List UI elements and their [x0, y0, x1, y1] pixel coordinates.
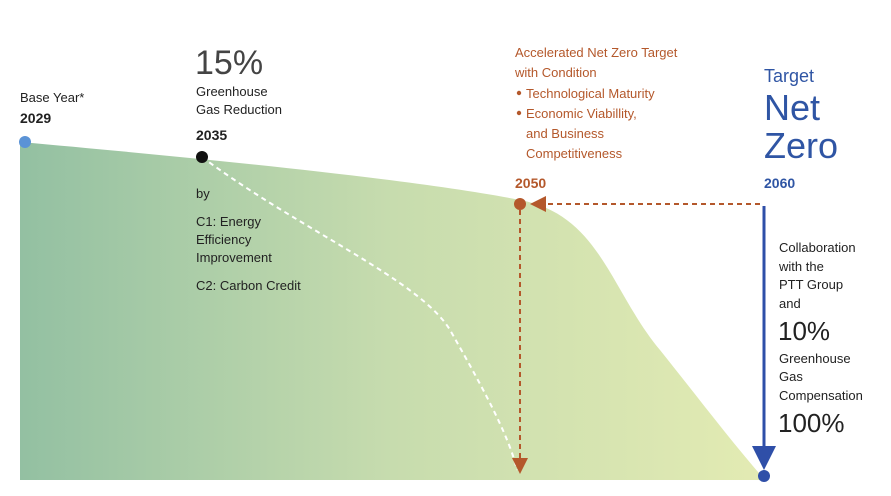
- c2: C2: Carbon Credit: [196, 278, 301, 293]
- bullet: [516, 110, 522, 116]
- base-year: 2029: [20, 110, 51, 126]
- condition: Economic Viabillity,: [526, 106, 637, 121]
- dot-2035: [196, 151, 208, 163]
- condition: Competitiveness: [526, 146, 623, 161]
- target-label: Target: [764, 66, 814, 86]
- base-label: Base Year*: [20, 90, 84, 105]
- dot-2050: [514, 198, 526, 210]
- accelerated-title: with Condition: [514, 65, 597, 80]
- by: by: [196, 186, 210, 201]
- condition: Technological Maturity: [526, 86, 655, 101]
- target-text: with the: [778, 259, 824, 274]
- year-2050: 2050: [515, 175, 546, 191]
- target-text: and: [779, 296, 801, 311]
- percent-15: 15%: [195, 44, 263, 82]
- label: Gas Reduction: [196, 102, 282, 117]
- year-2060: 2060: [764, 175, 795, 191]
- path-2035-2050: [201, 156, 518, 471]
- c1: C1: Energy: [196, 214, 262, 229]
- target-text: Compensation: [779, 388, 863, 403]
- target-text: Greenhouse: [779, 351, 851, 366]
- percent-10: 10%: [778, 316, 830, 346]
- zero: Zero: [764, 125, 838, 166]
- label: Greenhouse: [196, 84, 268, 99]
- percent-100: 100%: [778, 408, 845, 438]
- condition: and Business: [526, 126, 605, 141]
- accelerated-title: Accelerated Net Zero Target: [515, 45, 678, 60]
- target-text: Gas: [779, 369, 803, 384]
- dot-2060: [758, 470, 770, 482]
- reduction-area: [20, 142, 765, 480]
- bullet: [516, 90, 522, 96]
- target-text: Collaboration: [779, 240, 856, 255]
- c1: Efficiency: [196, 232, 252, 247]
- year-2035: 2035: [196, 127, 227, 143]
- target-text: PTT Group: [779, 277, 843, 292]
- dot-2029: [19, 136, 31, 148]
- net: Net: [764, 87, 820, 128]
- c1: Improvement: [196, 250, 272, 265]
